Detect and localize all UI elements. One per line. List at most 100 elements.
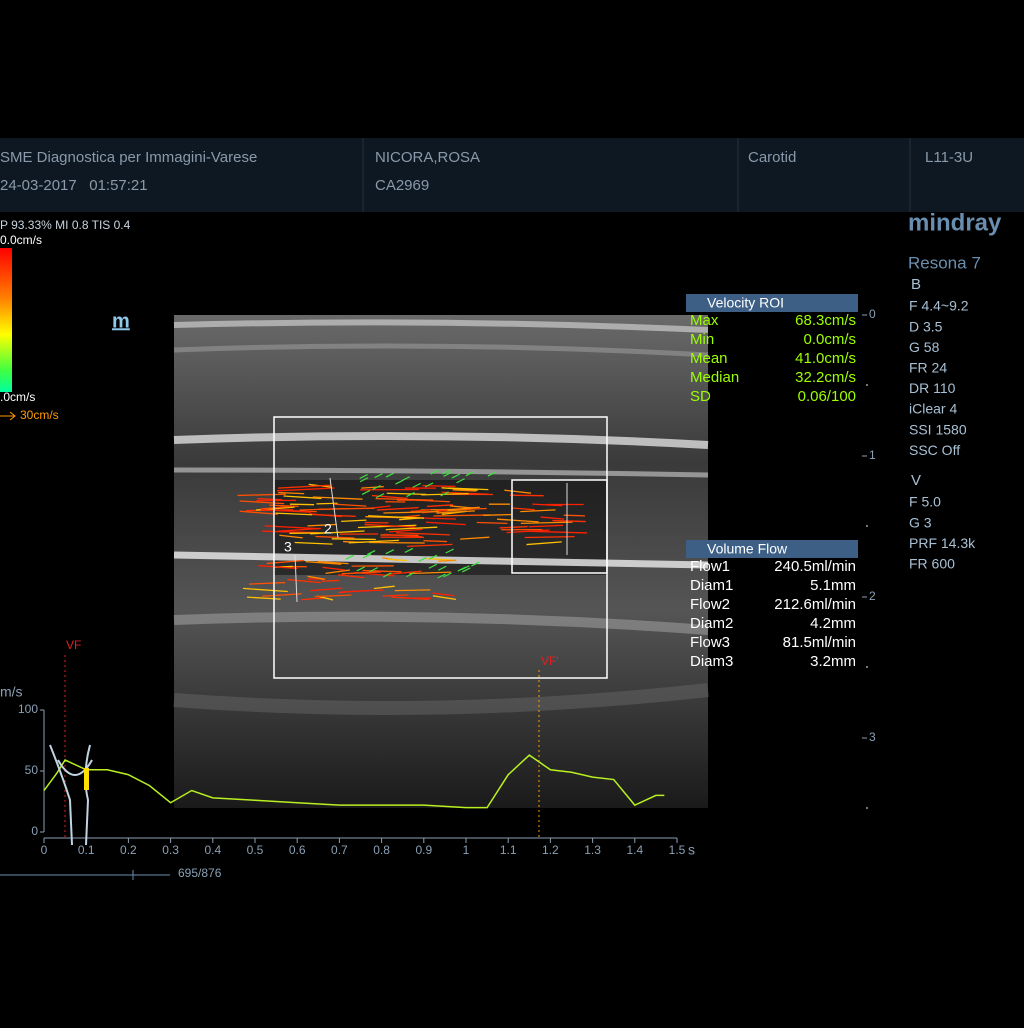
x-tick-label: 0.8 bbox=[373, 843, 390, 857]
x-tick-label: 0.2 bbox=[120, 843, 137, 857]
arrow-scale: 30cm/s bbox=[20, 408, 59, 422]
vf-prime-label: VF' bbox=[541, 654, 559, 668]
depth-scale: 0 1 2 3 bbox=[862, 307, 876, 809]
x-tick-label: 0.5 bbox=[247, 843, 264, 857]
line-label: 3 bbox=[284, 539, 292, 555]
depth-label: 2 bbox=[869, 589, 876, 603]
param: FR 24 bbox=[909, 360, 947, 376]
panel-title: Velocity ROI bbox=[707, 295, 784, 311]
status-line: P 93.33% MI 0.8 TIS 0.4 bbox=[0, 218, 131, 232]
x-tick-label: 1.3 bbox=[584, 843, 601, 857]
row-label: Diam2 bbox=[690, 615, 733, 632]
row-label: Median bbox=[690, 369, 739, 386]
param: F 5.0 bbox=[909, 494, 941, 510]
depth-dot bbox=[866, 807, 868, 809]
x-tick-label: 0 bbox=[41, 843, 48, 857]
param: D 3.5 bbox=[909, 318, 943, 334]
param-group-title: B bbox=[911, 276, 921, 293]
exam: Carotid bbox=[748, 149, 796, 166]
row-value: 0.0cm/s bbox=[803, 331, 856, 348]
logo: mindray bbox=[908, 209, 1002, 236]
depth-dot bbox=[866, 666, 868, 668]
param: SSI 1580 bbox=[909, 421, 967, 437]
row-value: 81.5ml/min bbox=[783, 634, 856, 651]
datetime: 24-03-2017 01:57:21 bbox=[0, 177, 148, 194]
row-label: Diam1 bbox=[690, 577, 733, 594]
row-value: 5.1mm bbox=[810, 577, 856, 594]
ultrasound-image: 2 3 bbox=[174, 315, 708, 808]
x-tick-label: 1.2 bbox=[542, 843, 559, 857]
depth-label: 1 bbox=[869, 448, 876, 462]
x-tick-label: 1.4 bbox=[626, 843, 643, 857]
institution: SME Diagnostica per Immagini-Varese bbox=[0, 149, 257, 166]
param-group-title: V bbox=[911, 472, 921, 489]
row-label: Flow1 bbox=[690, 558, 730, 575]
line-label: 2 bbox=[324, 521, 332, 537]
param: F 4.4~9.2 bbox=[909, 298, 969, 314]
param: DR 110 bbox=[909, 380, 956, 396]
x-tick-label: 0.4 bbox=[204, 843, 221, 857]
param: FR 600 bbox=[909, 556, 955, 572]
x-unit: s bbox=[688, 842, 695, 858]
row-label: Flow2 bbox=[690, 596, 730, 613]
carotid-icon bbox=[50, 745, 92, 845]
depth-label: 0 bbox=[869, 307, 876, 321]
row-label: Mean bbox=[690, 350, 728, 367]
param: G 3 bbox=[909, 514, 932, 530]
flow-arrow bbox=[322, 580, 339, 581]
color-scale-bottom: .0cm/s bbox=[0, 390, 35, 404]
x-tick-label: 1.5 bbox=[669, 843, 686, 857]
x-tick-label: 0.1 bbox=[78, 843, 95, 857]
depth-dot bbox=[866, 525, 868, 527]
parameters: B F 4.4~9.2 D 3.5 G 58 FR 24 DR 110 iClear 4 SS… bbox=[909, 276, 976, 572]
probe: L11-3U bbox=[925, 149, 973, 166]
flow-arrow bbox=[431, 518, 456, 519]
param: PRF 14.3k bbox=[909, 535, 976, 551]
x-tick-label: 0.7 bbox=[331, 843, 348, 857]
param: G 58 bbox=[909, 339, 940, 355]
depth-label: 3 bbox=[869, 730, 876, 744]
y-tick-label: 100 bbox=[18, 702, 38, 716]
model: Resona 7 bbox=[908, 253, 981, 272]
patient-name: NICORA,ROSA bbox=[375, 149, 480, 166]
row-value: 212.6ml/min bbox=[774, 596, 856, 613]
x-tick-label: 0.3 bbox=[162, 843, 179, 857]
y-tick-label: 50 bbox=[25, 763, 39, 777]
flow-arrow bbox=[369, 543, 424, 544]
row-label: Diam3 bbox=[690, 653, 733, 670]
param: iClear 4 bbox=[909, 401, 957, 417]
flow-arrow bbox=[395, 590, 431, 591]
vf-label: VF bbox=[66, 638, 81, 652]
row-value: 3.2mm bbox=[810, 653, 856, 670]
x-tick-label: 1.1 bbox=[500, 843, 517, 857]
panel-title: Volume Flow bbox=[707, 541, 788, 557]
y-tick-label: 0 bbox=[31, 824, 38, 838]
row-label: Min bbox=[690, 331, 714, 348]
row-value: 32.2cm/s bbox=[795, 369, 856, 386]
row-value: 4.2mm bbox=[810, 615, 856, 632]
row-value: 41.0cm/s bbox=[795, 350, 856, 367]
param: SSC Off bbox=[909, 442, 960, 458]
flow-arrow bbox=[423, 541, 447, 542]
color-scale-top: 0.0cm/s bbox=[0, 233, 42, 247]
cine-frame: 695/876 bbox=[178, 866, 222, 880]
row-label: SD bbox=[690, 388, 711, 405]
x-tick-label: 0.6 bbox=[289, 843, 306, 857]
row-label: Max bbox=[690, 312, 719, 329]
flow-arrow bbox=[332, 539, 376, 540]
depth-dot bbox=[866, 384, 868, 386]
flow-arrow bbox=[483, 515, 512, 516]
color-bar bbox=[0, 248, 12, 392]
patient-id: CA2969 bbox=[375, 177, 429, 194]
row-label: Flow3 bbox=[690, 634, 730, 651]
m-icon[interactable]: m bbox=[112, 310, 130, 332]
flow-arrow bbox=[477, 523, 508, 524]
x-tick-label: 0.9 bbox=[415, 843, 432, 857]
carotid-icon-marker bbox=[84, 768, 89, 790]
row-value: 240.5ml/min bbox=[774, 558, 856, 575]
row-value: 0.06/100 bbox=[798, 388, 856, 405]
